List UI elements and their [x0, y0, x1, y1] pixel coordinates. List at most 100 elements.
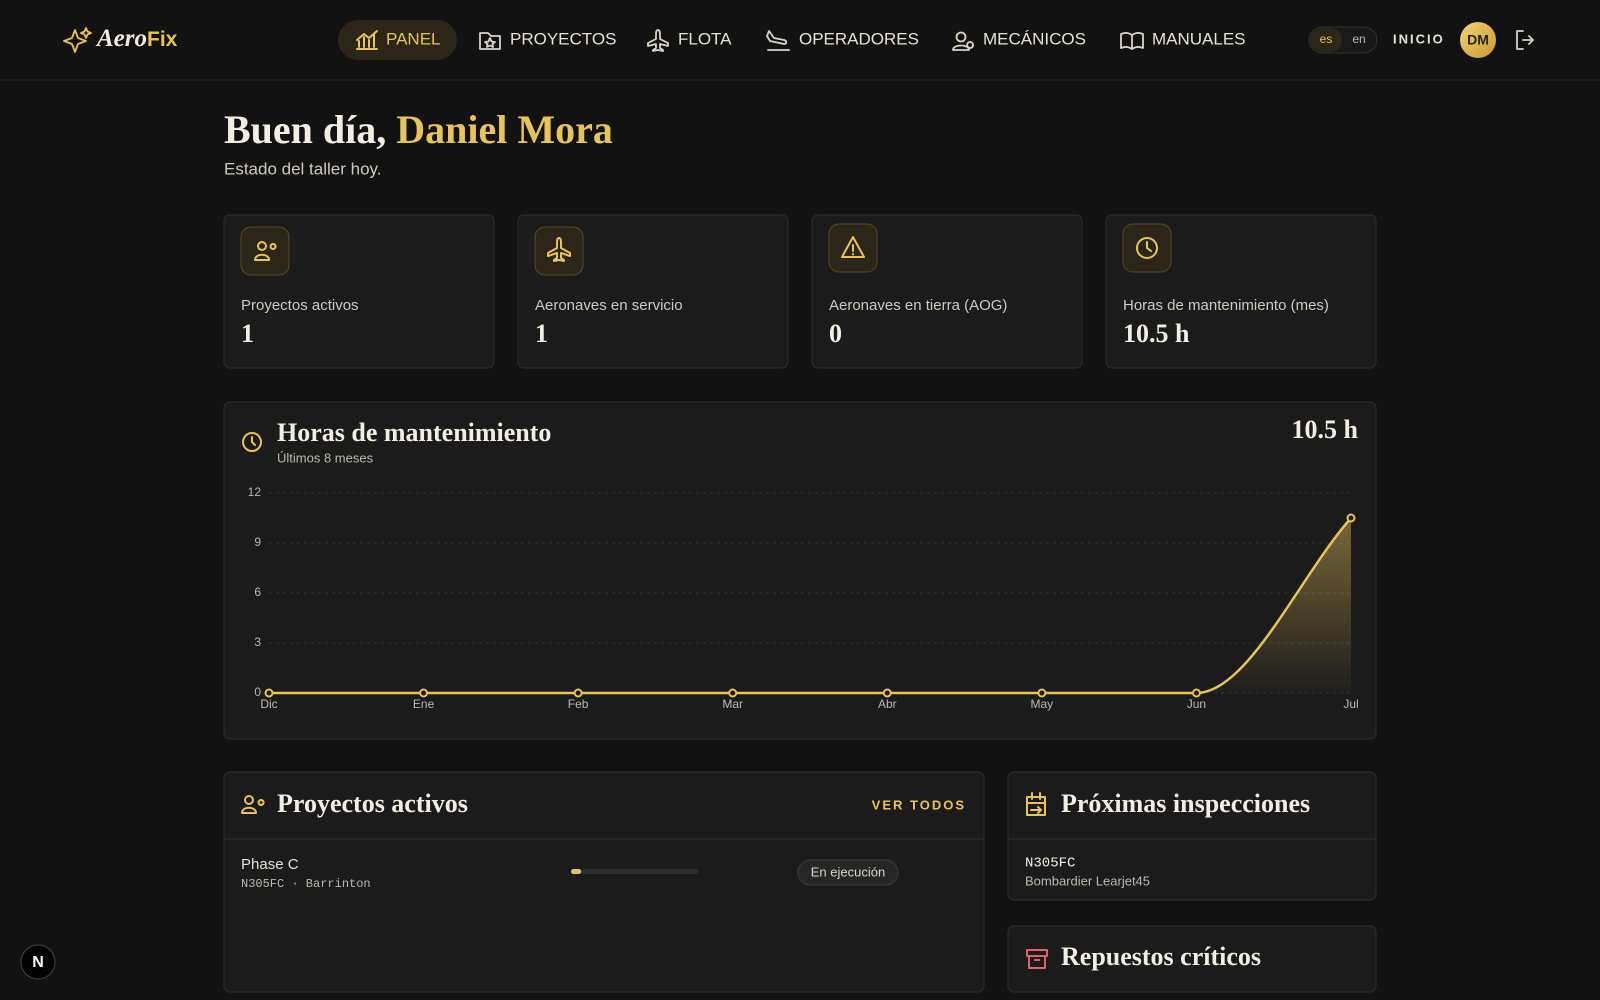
nav-label: OPERADORES — [799, 29, 919, 48]
stat-card: Horas de mantenimiento (mes) 10.5 h — [1105, 214, 1377, 369]
x-tick-label: Ene — [413, 697, 435, 711]
logout-button[interactable] — [1516, 30, 1534, 50]
stat-value: 1 — [241, 319, 254, 348]
greeting: Buen día, Daniel Mora — [224, 107, 613, 152]
user-name: Daniel Mora — [396, 107, 613, 152]
icon-part — [244, 795, 254, 805]
nav-icon — [356, 30, 378, 50]
y-tick-label: 6 — [254, 585, 261, 599]
chart: 0 3 6 9 12 Dic Ene Feb Mar Abr May Jun Jul — [248, 485, 1359, 711]
data-point[interactable] — [573, 688, 583, 698]
stat-card-frame — [1105, 214, 1377, 369]
y-tick-label: 12 — [248, 485, 262, 499]
nav-item[interactable]: OPERADORES — [766, 29, 919, 51]
stat-value: 0 — [829, 319, 842, 348]
card-title: Proyectos activos — [277, 789, 468, 818]
stat-icon — [254, 243, 277, 261]
archive-icon — [1026, 949, 1048, 969]
stat-label: Aeronaves en servicio — [535, 297, 683, 314]
home-link[interactable]: INICIO — [1393, 31, 1445, 46]
nav-item[interactable]: MECÁNICOS — [952, 29, 1086, 51]
data-point[interactable] — [264, 688, 274, 698]
data-point[interactable] — [1037, 688, 1047, 698]
project-name: Phase C — [241, 856, 299, 873]
status-badge — [797, 859, 899, 886]
dev-badge-label: N — [32, 954, 44, 971]
stat-value: 10.5 h — [1123, 319, 1190, 348]
logo-text: AeroFix — [95, 25, 178, 52]
greeting-text: Buen día, — [224, 107, 386, 152]
project-row[interactable]: Phase C N305FC · Barrinton En ejecución — [241, 856, 899, 891]
icon-part — [241, 799, 265, 814]
progress-fill — [571, 869, 582, 874]
projects-icon — [241, 795, 265, 814]
x-tick-label: Dic — [260, 697, 277, 711]
top-bar: AeroFix PANEL PROYECTOS FLOTA OPERADORES… — [0, 20, 1600, 81]
stat-card: Proyectos activos 1 — [223, 214, 495, 369]
stat-card-frame — [811, 214, 1083, 369]
x-tick-label: Jul — [1343, 697, 1358, 711]
greeting-subtitle: Estado del taller hoy. — [224, 159, 382, 178]
nav-icon — [479, 32, 501, 50]
parts-card — [1007, 925, 1377, 993]
inspection-model: Bombardier Learjet45 — [1025, 873, 1150, 888]
project-detail: N305FC · Barrinton — [241, 877, 371, 891]
projects-card — [223, 771, 985, 993]
logo-icon — [63, 27, 92, 53]
line-area — [269, 518, 1351, 693]
nav-label: MECÁNICOS — [983, 29, 1086, 48]
stat-icon — [547, 237, 571, 262]
status-label: En ejecución — [811, 864, 885, 879]
inspection-tail: N305FC — [1025, 856, 1075, 872]
data-point[interactable] — [882, 688, 892, 698]
logo[interactable]: AeroFix — [63, 25, 178, 53]
nav-item[interactable]: MANUALES — [1120, 29, 1246, 50]
dev-badge[interactable] — [20, 944, 56, 980]
calendar-icon — [1026, 792, 1046, 816]
stat-label: Proyectos activos — [241, 297, 359, 314]
x-tick-label: Feb — [568, 697, 589, 711]
nav-label: MANUALES — [1152, 29, 1246, 48]
nav-icon — [766, 30, 790, 51]
progress-track — [571, 869, 698, 874]
y-tick-label: 3 — [254, 635, 261, 649]
stat-icon — [1146, 241, 1152, 252]
chart-subtitle: Últimos 8 meses — [277, 450, 374, 465]
stat-icon — [1136, 237, 1158, 259]
stat-card-frame — [223, 214, 495, 369]
logo-part: Aero — [95, 25, 147, 52]
clock-hands — [251, 436, 256, 446]
data-point[interactable] — [1346, 513, 1356, 523]
view-all-link[interactable]: VER TODOS — [872, 797, 966, 812]
stat-card-frame — [517, 214, 789, 369]
x-tick-label: Jun — [1187, 697, 1206, 711]
stat-icon — [841, 236, 865, 258]
stat-icon-box — [240, 226, 290, 276]
data-point[interactable] — [728, 688, 738, 698]
stat-icon — [257, 241, 267, 251]
avatar-initials: DM — [1467, 32, 1489, 48]
chart-title: Horas de mantenimiento — [277, 418, 551, 447]
stat-icon-box — [534, 226, 584, 276]
chart-icon — [242, 432, 262, 452]
language-toggle: es en — [1308, 26, 1378, 54]
avatar[interactable] — [1460, 22, 1496, 58]
card-title: Próximas inspecciones — [1061, 789, 1310, 818]
card-title: Repuestos críticos — [1061, 942, 1261, 971]
stat-value: 1 — [535, 319, 548, 348]
language-option[interactable]: en — [1352, 32, 1365, 46]
inspections-card — [1007, 771, 1377, 901]
nav-item[interactable]: FLOTA — [647, 29, 732, 52]
data-point[interactable] — [419, 688, 429, 698]
nav-item[interactable]: PROYECTOS — [479, 29, 616, 50]
nav-icon — [647, 29, 669, 52]
nav-icon — [952, 41, 974, 51]
nav-item[interactable]: PANEL — [356, 29, 441, 50]
stat-cards: Proyectos activos 1 Aeronaves en servicio 1… — [223, 214, 1377, 369]
x-tick-label: Mar — [722, 697, 743, 711]
language-option[interactable]: es — [1320, 32, 1333, 46]
data-point[interactable] — [1191, 688, 1201, 698]
